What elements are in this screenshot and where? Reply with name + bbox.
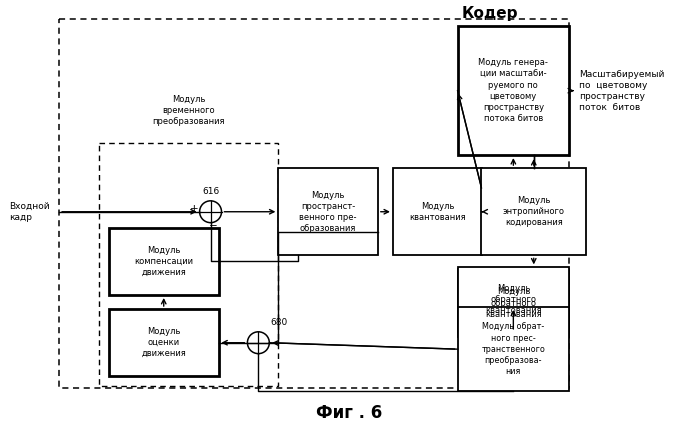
Text: Модуль
обратного
квантования: Модуль обратного квантования <box>485 284 542 315</box>
Bar <box>99 143 278 386</box>
Text: Входной
кадр: Входной кадр <box>9 201 50 222</box>
Bar <box>109 227 219 295</box>
Text: Модуль
пространст-
венного пре-
образования: Модуль пространст- венного пре- образова… <box>299 190 356 233</box>
Text: Модуль
компенсации
движения: Модуль компенсации движения <box>134 246 193 277</box>
Text: Модуль
временного
преобразования: Модуль временного преобразования <box>152 95 225 126</box>
Text: Масштабируемый
по  цветовому
пространству
поток  битов: Масштабируемый по цветовому пространству… <box>579 69 665 112</box>
Bar <box>458 307 569 391</box>
Text: +: + <box>190 204 199 214</box>
Bar <box>278 168 378 256</box>
Bar <box>482 168 586 256</box>
Text: 680: 680 <box>271 318 287 327</box>
Bar <box>458 26 569 155</box>
Text: 616: 616 <box>203 187 220 196</box>
Bar <box>458 267 569 332</box>
Text: Фиг . 6: Фиг . 6 <box>317 404 382 422</box>
Text: Модуль
квантования: Модуль квантования <box>410 201 466 222</box>
Bar <box>59 19 569 389</box>
Text: Модуль
энтропийного
кодирования: Модуль энтропийного кодирования <box>503 196 565 227</box>
Text: Кодер: Кодер <box>461 6 518 21</box>
Text: −: − <box>209 221 218 230</box>
Text: Модуль обрат-
ного прес-
транственного
преобразова-
ния: Модуль обрат- ного прес- транственного п… <box>482 322 545 376</box>
Text: Модуль
оценки
движения: Модуль оценки движения <box>141 327 186 358</box>
Text: Модуль
обратного
квантования: Модуль обратного квантования <box>485 288 542 319</box>
Bar <box>458 269 569 337</box>
Text: Модуль генера-
ции масштаби-
руемого по
цветовому
пространству
потока битов: Модуль генера- ции масштаби- руемого по … <box>478 58 548 123</box>
Bar <box>109 309 219 377</box>
Bar <box>393 168 482 256</box>
